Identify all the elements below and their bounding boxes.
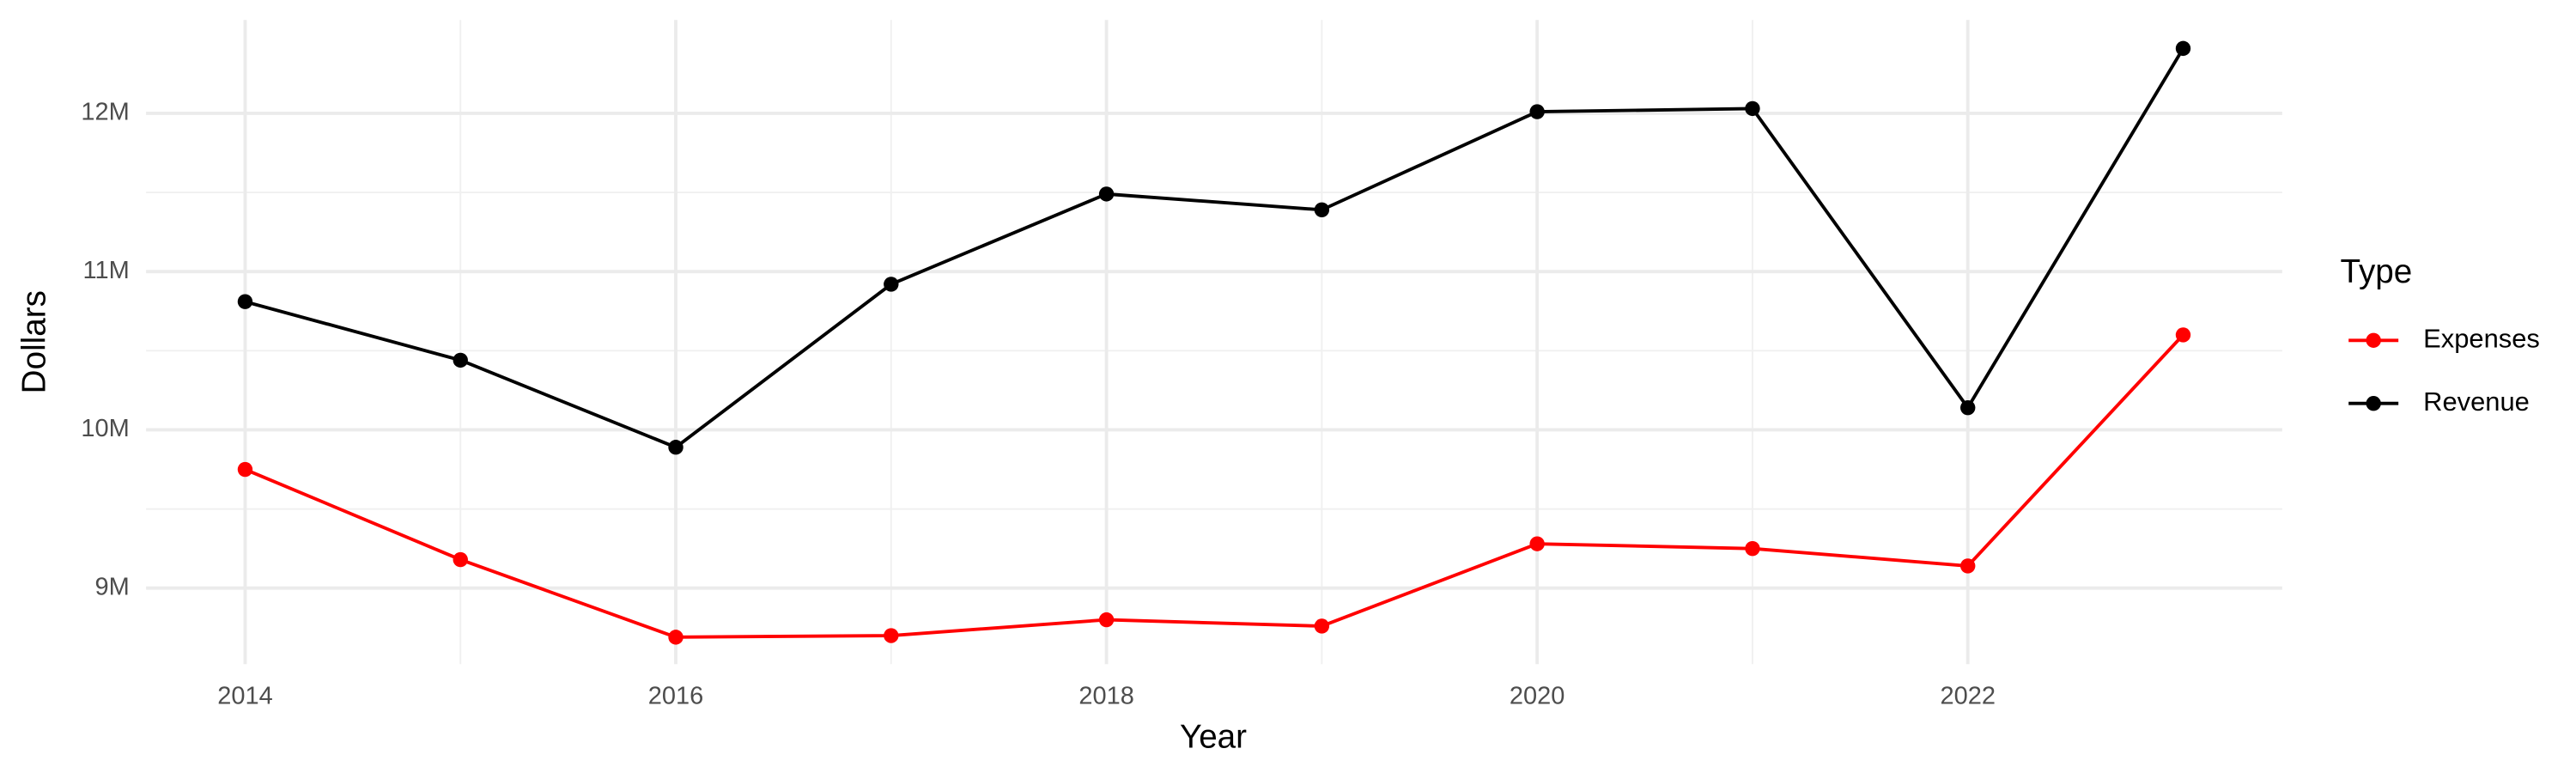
data-point <box>1314 202 1330 218</box>
data-point <box>668 440 683 455</box>
y-tick-label: 11M <box>83 257 130 284</box>
x-tick-label: 2018 <box>1078 683 1133 710</box>
data-point <box>1745 540 1760 557</box>
data-point <box>2175 327 2191 343</box>
data-point <box>1529 104 1545 119</box>
x-tick-label: 2014 <box>217 683 272 710</box>
data-point <box>884 277 899 292</box>
x-axis-title: Year <box>1180 718 1247 755</box>
grid <box>146 20 2282 665</box>
legend-label: Expenses <box>2423 323 2540 353</box>
legend-title: Type <box>2341 253 2413 290</box>
data-point <box>453 551 468 568</box>
data-point <box>668 630 683 645</box>
data-point <box>1960 399 1976 416</box>
data-point <box>237 294 253 309</box>
y-axis-title: Dollars <box>16 290 53 393</box>
data-point <box>1098 612 1115 628</box>
data-point <box>2175 40 2191 57</box>
x-tick-label: 2016 <box>648 683 703 710</box>
data-point <box>1314 618 1330 634</box>
legend-label: Revenue <box>2423 386 2530 417</box>
y-tick-label: 12M <box>81 99 129 126</box>
data-point <box>453 352 468 368</box>
data-point <box>1529 536 1545 551</box>
series-line <box>244 333 2184 639</box>
legend-key-point <box>2366 396 2381 411</box>
x-tick-label: 2022 <box>1940 683 1995 710</box>
data-point <box>1960 558 1976 574</box>
data-point <box>1745 100 1760 117</box>
y-tick-label: 9M <box>95 573 130 600</box>
data-point <box>237 461 253 478</box>
data-point <box>884 628 899 643</box>
data-point <box>1098 186 1115 202</box>
y-tick-label: 10M <box>81 415 129 442</box>
legend-key-point <box>2366 332 2381 348</box>
x-tick-label: 2020 <box>1510 683 1564 710</box>
series-line <box>244 47 2185 449</box>
